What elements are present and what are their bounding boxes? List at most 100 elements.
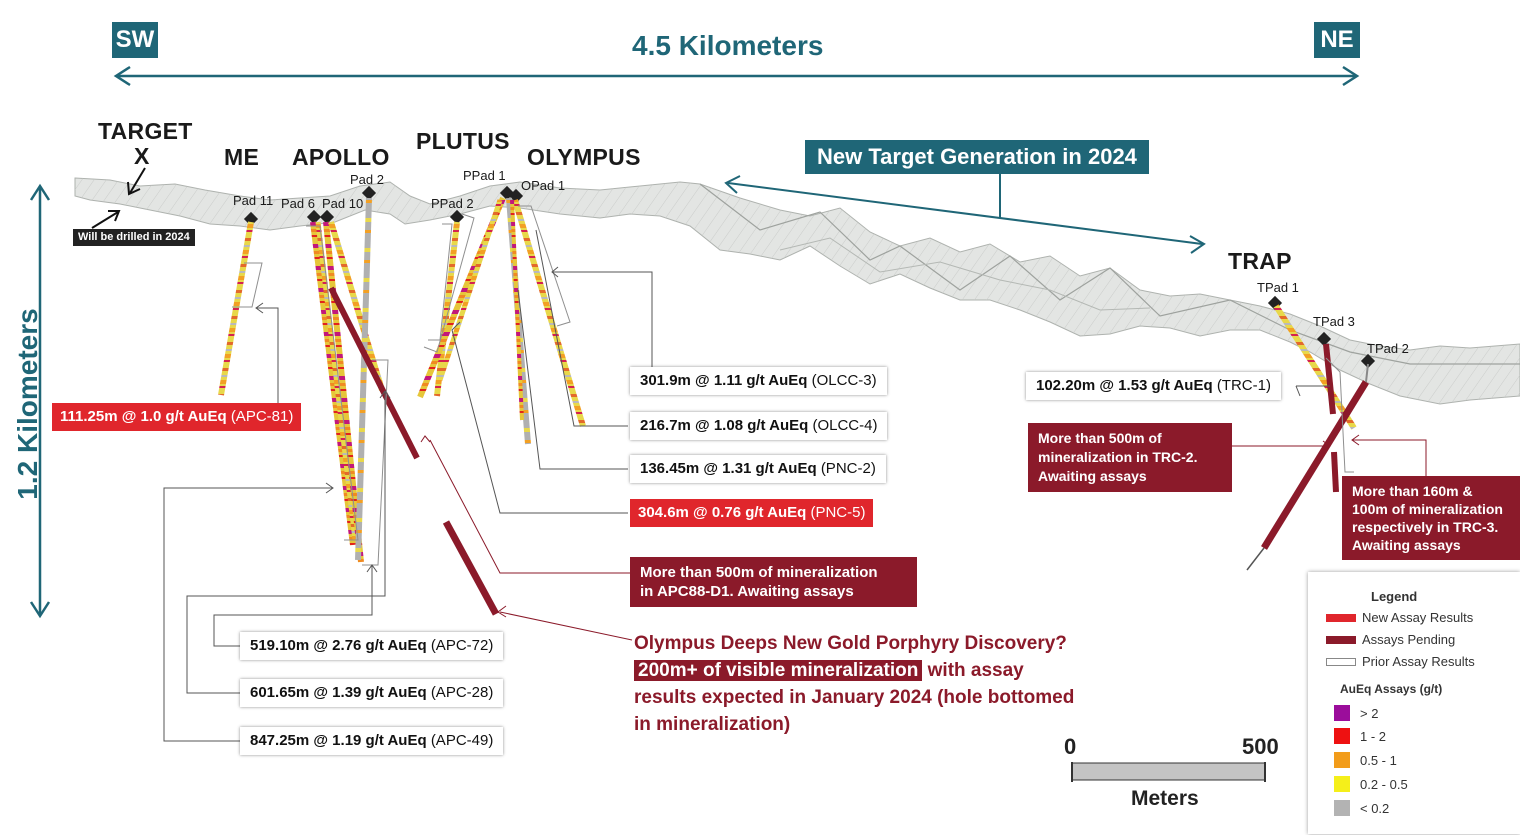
ne-direction-badge: NE: [1314, 22, 1360, 58]
callout-hole: (PNC-2): [820, 460, 876, 477]
discovery-line-4: in mineralization): [634, 714, 791, 735]
callout-value: 136.45m @ 1.31 g/t AuEq: [640, 460, 817, 477]
discovery-line-1: Olympus Deeps New Gold Porphyry Discover…: [634, 633, 1067, 654]
callout-apc-72: 519.10m @ 2.76 g/t AuEq (APC-72): [240, 632, 504, 660]
legend-swatch: [1334, 728, 1350, 744]
legend-swatch: [1334, 752, 1350, 768]
callout-olcc-3: 301.9m @ 1.11 g/t AuEq (OLCC-3): [630, 367, 887, 395]
vertical-extent-arrow: [29, 183, 51, 619]
prior-assay-outlines: [232, 205, 1354, 566]
ppad-1-label: PPad 1: [463, 168, 506, 183]
callout-hole: (OLCC-4): [812, 417, 878, 434]
callout-apc-28: 601.65m @ 1.39 g/t AuEq (APC-28): [240, 679, 504, 707]
scale-unit-label: Meters: [1131, 787, 1199, 810]
callout-line: More than 500m of: [1038, 430, 1162, 446]
legend-item-label: 0.2 - 0.5: [1360, 776, 1408, 792]
scale-min-label: 0: [1064, 734, 1077, 759]
legend-item-label: 0.5 - 1: [1360, 752, 1397, 768]
tpad-2-label: TPad 2: [1367, 341, 1409, 356]
discovery-line-2: with assay: [927, 660, 1024, 681]
opad-1-label: OPad 1: [521, 178, 566, 193]
callout-hole: (TRC-1): [1216, 377, 1271, 394]
legend-item-label: > 2: [1360, 705, 1379, 721]
pad-10-label: Pad 10: [322, 196, 364, 211]
legend-item-label: Assays Pending: [1362, 632, 1456, 647]
callout-pnc-2: 136.45m @ 1.31 g/t AuEq (PNC-2): [630, 455, 886, 483]
tpad-1-label: TPad 1: [1257, 280, 1299, 295]
scale-bar-graphic: [1071, 762, 1266, 782]
olympus-deeps-discovery-note: Olympus Deeps New Gold Porphyry Discover…: [634, 630, 1104, 738]
pad-6-label: Pad 6: [281, 196, 315, 211]
callout-apc-49: 847.25m @ 1.19 g/t AuEq (APC-49): [240, 727, 504, 755]
discovery-highlight: 200m+ of visible mineralization: [634, 660, 923, 681]
legend-assay-02-05: 0.2 - 0.5: [1334, 776, 1408, 792]
target-x-letter: X: [134, 143, 150, 169]
legend-swatch: [1334, 705, 1350, 721]
target-me-label: ME: [224, 144, 260, 170]
drill-2024-note: Will be drilled in 2024: [73, 229, 195, 246]
terrain-surface: [74, 177, 1520, 405]
callout-hole: (APC-49): [430, 732, 494, 749]
target-plutus-label: PLUTUS: [416, 128, 510, 154]
sw-direction-badge: SW: [112, 22, 158, 58]
callout-line: 100m of mineralization: [1352, 501, 1503, 517]
legend-assay-1-2: 1 - 2: [1334, 728, 1386, 744]
legend-title: Legend: [1371, 589, 1418, 604]
callout-trc-1: 102.20m @ 1.53 g/t AuEq (TRC-1): [1026, 372, 1281, 400]
callout-pnc-5: 304.6m @ 0.76 g/t AuEq (PNC-5): [630, 499, 874, 527]
callout-line: mineralization in TRC-2.: [1038, 449, 1198, 465]
callout-value: 601.65m @ 1.39 g/t AuEq: [250, 684, 427, 701]
callout-line: in APC88-D1. Awaiting assays: [640, 583, 854, 600]
legend-item-pending: Assays Pending: [1326, 632, 1455, 647]
callout-line: respectively in TRC-3.: [1352, 519, 1499, 535]
callout-value: 216.7m @ 1.08 g/t AuEq: [640, 417, 809, 434]
new-target-arrow: [724, 174, 1206, 254]
target-olympus-label: OLYMPUS: [527, 144, 641, 170]
callout-value: 304.6m @ 0.76 g/t AuEq: [638, 504, 807, 521]
new-target-generation-banner: New Target Generation in 2024: [805, 140, 1149, 174]
legend-item-prior: Prior Assay Results: [1326, 654, 1475, 669]
legend-assay-lt02: < 0.2: [1334, 800, 1389, 816]
callout-value: 111.25m @ 1.0 g/t AuEq: [60, 408, 227, 425]
legend-item-new-assay: New Assay Results: [1326, 610, 1473, 625]
target-x-label: TARGET: [98, 118, 193, 144]
legend-swatch: [1326, 657, 1356, 666]
callout-trc-2: More than 500m of mineralization in TRC-…: [1028, 423, 1232, 492]
leader-lines: [163, 229, 1330, 742]
callout-line: More than 160m &: [1352, 483, 1473, 499]
legend-swatch: [1326, 635, 1356, 644]
callout-trc-3: More than 160m & 100m of mineralization …: [1342, 476, 1520, 560]
legend-item-label: Prior Assay Results: [1362, 654, 1475, 669]
scale-max-label: 500: [1242, 734, 1279, 759]
legend-panel: Legend New Assay Results Assays Pending …: [1308, 572, 1520, 834]
callout-apc88-d1: More than 500m of mineralization in APC8…: [630, 557, 917, 607]
pad-2-label: Pad 2: [350, 172, 384, 187]
callout-hole: (PNC-5): [810, 504, 866, 521]
callout-value: 519.10m @ 2.76 g/t AuEq: [250, 637, 427, 654]
legend-item-label: 1 - 2: [1360, 728, 1387, 744]
legend-swatch: [1334, 800, 1350, 816]
callout-hole: (APC-72): [430, 637, 494, 654]
horizontal-distance-label: 4.5 Kilometers: [632, 30, 824, 61]
discovery-line-3: results expected in January 2024 (hole b…: [634, 687, 1075, 708]
legend-swatch: [1334, 776, 1350, 792]
callout-value: 102.20m @ 1.53 g/t AuEq: [1036, 377, 1213, 394]
callout-hole: (APC-28): [430, 684, 494, 701]
legend-assay-gt2: > 2: [1334, 705, 1378, 721]
legend-assay-title: AuEq Assays (g/t): [1340, 682, 1443, 696]
pad-11-label: Pad 11: [233, 193, 274, 208]
callout-line: Awaiting assays: [1352, 537, 1461, 553]
callout-line: Awaiting assays: [1038, 468, 1147, 484]
target-apollo-label: APOLLO: [292, 144, 390, 170]
pending-leader-lines: [420, 434, 1427, 641]
callout-olcc-4: 216.7m @ 1.08 g/t AuEq (OLCC-4): [630, 412, 888, 440]
pad-markers: [243, 185, 1376, 369]
legend-item-label: New Assay Results: [1362, 610, 1474, 625]
callout-apc-81: 111.25m @ 1.0 g/t AuEq (APC-81): [52, 403, 302, 431]
tpad-3-label: TPad 3: [1313, 314, 1355, 329]
ppad-2-label: PPad 2: [431, 196, 474, 211]
legend-item-label: < 0.2: [1360, 800, 1390, 816]
callout-value: 301.9m @ 1.11 g/t AuEq: [640, 372, 808, 389]
drill-holes: [218, 196, 1369, 616]
